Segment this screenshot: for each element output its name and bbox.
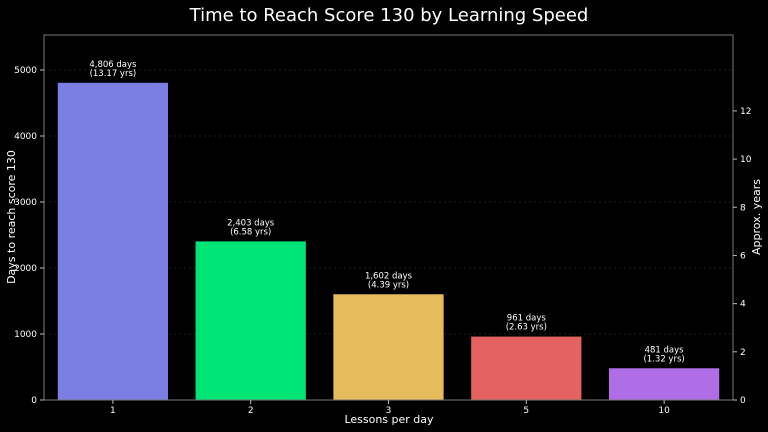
bar-years-label: (1.32 yrs) [643, 354, 684, 364]
y2-tick-label: 2 [740, 348, 746, 358]
x-tick-label: 3 [386, 406, 392, 416]
x-tick-label: 1 [110, 406, 116, 416]
y2-tick-label: 6 [740, 251, 746, 261]
y-tick-label: 4000 [14, 132, 37, 142]
bar [333, 294, 444, 400]
y-axis-label: Days to reach score 130 [5, 150, 18, 284]
x-tick-label: 5 [523, 406, 529, 416]
x-tick-label: 2 [248, 406, 254, 416]
bar [608, 368, 720, 400]
bar-years-label: (4.39 yrs) [368, 280, 409, 290]
bar-value-label: 961 days [507, 314, 547, 324]
y-tick-label: 2000 [14, 264, 37, 274]
x-axis-label: Lessons per day [344, 413, 434, 426]
bar-years-label: (13.17 yrs) [90, 69, 137, 79]
bars [57, 82, 720, 400]
bar-years-label: (2.63 yrs) [506, 323, 547, 333]
y-tick-label: 3000 [14, 198, 37, 208]
y2-tick-label: 10 [740, 155, 752, 165]
x-tick-label: 10 [658, 406, 670, 416]
y2-tick-label: 0 [740, 396, 746, 406]
bar-value-label: 481 days [645, 345, 685, 355]
y-tick-label: 5000 [14, 66, 37, 76]
bar-value-label: 1,602 days [365, 271, 413, 281]
bar-years-label: (6.58 yrs) [230, 227, 271, 237]
y2-tick-label: 12 [740, 107, 751, 117]
y-tick-label: 1000 [14, 330, 37, 340]
y2-axis-label: Approx. years [750, 179, 763, 255]
bar-value-label: 4,806 days [89, 60, 137, 70]
bar-value-label: 2,403 days [227, 218, 275, 228]
y2-tick-label: 4 [740, 300, 746, 310]
bar [57, 82, 169, 400]
bar-value-labels: 4,806 days(13.17 yrs) 2,403 days(6.58 yrs… [89, 60, 684, 364]
bar [195, 241, 306, 400]
bar [471, 336, 582, 400]
y-axis-right: 0 2 4 6 8 10 12 [733, 107, 752, 406]
y-axis-left: 0 1000 2000 3000 4000 5000 [14, 66, 44, 406]
y-tick-label: 0 [31, 396, 37, 406]
y2-tick-label: 8 [740, 203, 746, 213]
x-axis: 1 2 3 5 10 [110, 400, 670, 416]
chart-title: Time to Reach Score 130 by Learning Spee… [189, 5, 589, 26]
